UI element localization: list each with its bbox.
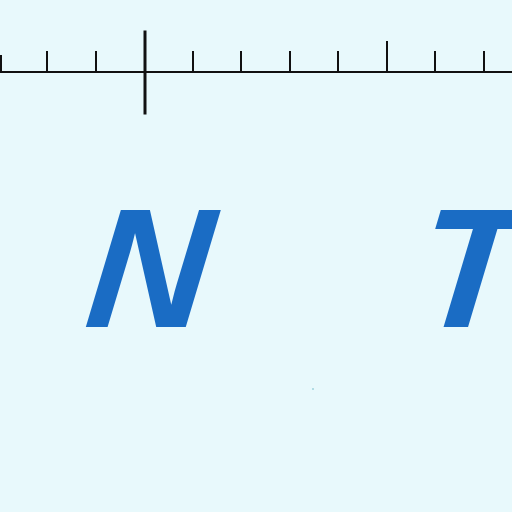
letter-n: N <box>78 174 222 364</box>
letter-t: T <box>408 174 512 364</box>
dust-speck <box>312 388 314 390</box>
